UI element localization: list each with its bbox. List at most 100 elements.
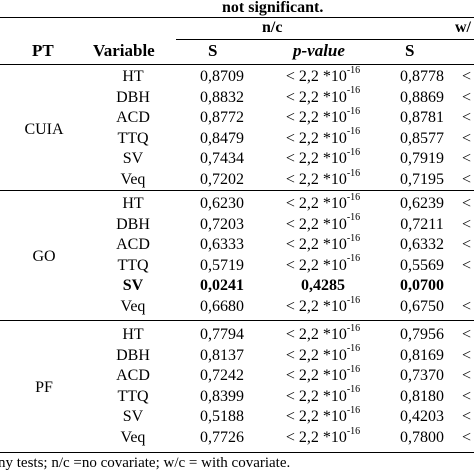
table-row: Veq 0,7202 < 2,2 *10-16 0,7195 < [0, 167, 474, 190]
cell-variable: DBH [116, 215, 150, 233]
cell-s-wc: 0,8869 [400, 88, 444, 106]
pvalue-exponent: -16 [346, 147, 361, 159]
cell-pvalue-wc-truncated: < [462, 68, 472, 85]
cell-pvalue: < 2,2 *10-16 [285, 191, 361, 212]
pt-label: CUIA [24, 120, 64, 138]
cell-pvalue-wc-truncated: < [462, 408, 472, 426]
cell-pvalue: < 2,2 *10-16 [285, 294, 361, 315]
pvalue-exponent: -16 [346, 232, 361, 244]
cell-pvalue: < 2,2 *10-16 [285, 105, 361, 127]
pvalue-exponent: -16 [346, 191, 361, 203]
cell-pvalue-wc-truncated: < [462, 195, 472, 212]
cell-s-nc: 0,5719 [200, 256, 244, 274]
pt-label: PF [35, 378, 53, 396]
cell-s-wc: 0,7800 [400, 429, 444, 446]
cell-pvalue-wc-truncated: < [462, 171, 472, 188]
cell-pvalue: < 2,2 *10-16 [285, 147, 361, 168]
col-header-s: S [208, 41, 218, 60]
rule-group-separator [0, 320, 474, 321]
cell-pvalue: < 2,2 *10-16 [285, 212, 361, 233]
pvalue-exponent: -16 [346, 405, 361, 417]
cell-pvalue-wc-truncated: < [462, 88, 472, 106]
col-header-pt: PT [32, 41, 54, 60]
cell-pvalue: < 2,2 *10-16 [285, 64, 361, 85]
cell-variable: SV [122, 150, 144, 168]
cell-s-wc: 0,6332 [400, 236, 444, 254]
cell-s-wc: 0,6239 [400, 195, 444, 212]
pvalue-exponent: -16 [346, 105, 361, 117]
cell-s-nc: 0,8709 [200, 68, 244, 85]
pvalue-exponent: -16 [346, 384, 361, 396]
cell-pvalue-wc-truncated: < [462, 129, 472, 147]
cell-s-nc: 0,7203 [200, 215, 244, 233]
cell-pvalue-wc-truncated: < [462, 109, 472, 127]
cell-s-wc: 0,4203 [400, 408, 444, 426]
rule-bottom [0, 452, 474, 453]
table-row: ACD 0,7242 < 2,2 *10-16 0,7370 < [0, 363, 474, 386]
cell-pvalue-wc-truncated: < [462, 215, 472, 233]
cell-variable: TTQ [117, 387, 149, 405]
cell-s-nc: 0,8137 [200, 346, 244, 364]
rule-top [0, 17, 474, 18]
cell-variable: HT [122, 326, 144, 343]
cell-pvalue: < 2,2 *10-16 [285, 322, 361, 343]
cell-s-nc: 0,6333 [200, 236, 244, 254]
table-row: TTQ 0,8399 < 2,2 *10-16 0,8180 < [0, 384, 474, 407]
cell-s-wc: 0,7919 [400, 150, 444, 168]
cell-pvalue: 0,4285 [301, 277, 345, 295]
cell-variable: ACD [116, 367, 150, 385]
cell-s-nc: 0,8772 [200, 109, 244, 127]
cell-variable: Veq [120, 429, 146, 446]
pvalue-exponent: -16 [346, 294, 361, 306]
cell-variable: HT [122, 68, 144, 85]
table-row: DBH 0,8832 < 2,2 *10-16 0,8869 < [0, 85, 474, 108]
caption-text: not significant. [222, 0, 324, 16]
cell-s-nc: 0,6680 [200, 298, 244, 315]
table-caption: not significant. [0, 0, 474, 18]
cell-s-wc: 0,8180 [400, 387, 444, 405]
rule-group-separator [0, 190, 474, 191]
table-row: HT 0,8709 < 2,2 *10-16 0,8778 < [0, 64, 474, 87]
cell-pvalue: < 2,2 *10-16 [285, 343, 361, 364]
cell-s-nc: 0,7794 [200, 326, 244, 343]
table-row: SV 0,7434 < 2,2 *10-16 0,7919 < [0, 147, 474, 169]
cell-s-wc: 0,0700 [400, 277, 444, 295]
pvalue-exponent: -16 [346, 212, 361, 224]
table-row: DBH 0,7203 < 2,2 *10-16 0,7211 < [0, 212, 474, 235]
rule-subheader [176, 39, 474, 40]
pvalue-exponent: -16 [346, 343, 361, 355]
table-footnote: ny tests; n/c =no covariate; w/c = with … [0, 455, 291, 471]
table-row: Veq 0,6680 < 2,2 *10-16 0,6750 < [0, 294, 474, 317]
cell-pvalue: < 2,2 *10-16 [285, 363, 361, 385]
cell-pvalue: < 2,2 *10-16 [285, 85, 361, 106]
table-row: Veq 0,7726 < 2,2 *10-16 0,7800 < [0, 425, 474, 448]
pvalue-exponent: -16 [346, 126, 361, 138]
pvalue-exponent: -16 [346, 322, 361, 334]
cell-s-nc: 0,8832 [200, 88, 244, 106]
cell-variable: DBH [116, 346, 150, 364]
pvalue-exponent: -16 [346, 167, 361, 179]
cell-pvalue-wc-truncated: < [462, 326, 472, 343]
cell-s-wc: 0,8169 [400, 346, 444, 364]
cell-variable: TTQ [117, 256, 149, 274]
cell-s-wc: 0,8577 [400, 129, 444, 147]
cell-s-nc: 0,8479 [200, 129, 244, 147]
cell-s-nc: 0,7242 [200, 367, 244, 385]
cell-s-nc: 0,7726 [200, 429, 244, 446]
cell-variable: TTQ [117, 129, 149, 147]
cell-variable: ACD [116, 109, 150, 127]
col-header-variable: Variable [93, 41, 155, 60]
pvalue-exponent: -16 [346, 425, 361, 437]
table-row: HT 0,6230 < 2,2 *10-16 0,6239 < [0, 191, 474, 214]
cell-s-wc: 0,7956 [400, 326, 444, 343]
group-header-wc: w/ [455, 19, 471, 36]
pvalue-exponent: -16 [346, 363, 361, 375]
table-row: SV 0,0241 0,4285 0,0700 [0, 276, 474, 296]
cell-s-nc: 0,7202 [200, 171, 244, 188]
cell-pvalue-wc-truncated: < [462, 429, 472, 446]
cell-pvalue: < 2,2 *10-16 [285, 425, 361, 446]
cell-variable: HT [122, 195, 144, 212]
cell-s-wc: 0,8781 [400, 109, 444, 127]
table-row: SV 0,5188 < 2,2 *10-16 0,4203 < [0, 405, 474, 427]
table-row: TTQ 0,8479 < 2,2 *10-16 0,8577 < [0, 126, 474, 149]
